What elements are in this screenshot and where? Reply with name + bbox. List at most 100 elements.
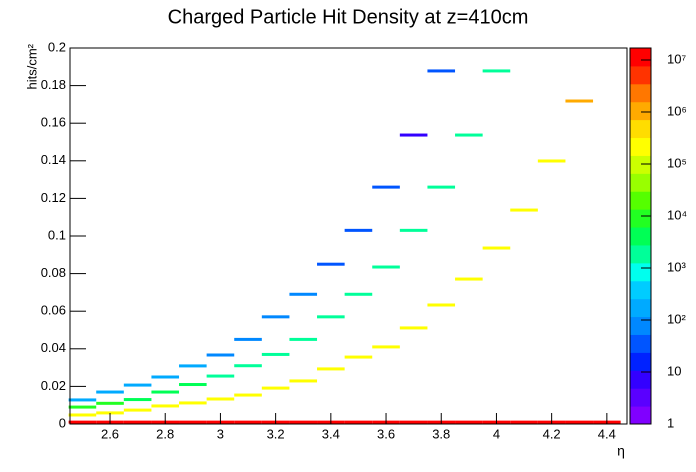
y-tick-label: 0.04 bbox=[41, 340, 66, 355]
cell bbox=[317, 367, 345, 371]
color-band bbox=[630, 370, 651, 389]
color-band bbox=[630, 137, 651, 156]
color-band bbox=[630, 155, 651, 174]
cell bbox=[179, 401, 207, 405]
y-tick-label: 0.02 bbox=[41, 378, 66, 393]
chart-title: Charged Particle Hit Density at z=410cm bbox=[168, 6, 529, 28]
cell bbox=[372, 345, 400, 349]
cell bbox=[510, 208, 538, 212]
cell bbox=[565, 420, 594, 424]
cell bbox=[372, 265, 400, 269]
color-band bbox=[630, 406, 651, 425]
cell bbox=[344, 228, 373, 232]
z-tick-label: 10² bbox=[667, 311, 686, 326]
color-band bbox=[630, 334, 651, 353]
color-band bbox=[630, 173, 651, 192]
color-band bbox=[630, 65, 651, 85]
color-bar-frame bbox=[629, 47, 652, 425]
cell bbox=[68, 405, 97, 409]
color-band bbox=[630, 209, 651, 228]
cell bbox=[537, 159, 566, 163]
y-tick-label: 0 bbox=[59, 415, 66, 430]
cell bbox=[261, 386, 290, 390]
cell bbox=[427, 69, 456, 73]
cell bbox=[261, 352, 290, 356]
cell bbox=[179, 364, 207, 368]
cell bbox=[317, 262, 345, 266]
x-tick-label: 2.8 bbox=[156, 426, 174, 441]
x-tick-label: 4.2 bbox=[543, 426, 561, 441]
cell bbox=[455, 133, 483, 137]
cell bbox=[344, 355, 373, 359]
cell bbox=[96, 411, 124, 415]
color-band bbox=[630, 316, 651, 335]
y-tick-label: 0.06 bbox=[41, 303, 66, 318]
z-tick-label: 10⁷ bbox=[667, 51, 686, 66]
cell bbox=[455, 277, 483, 281]
cell bbox=[123, 398, 152, 402]
color-band bbox=[630, 191, 651, 210]
cell bbox=[372, 185, 400, 189]
x-tick-label: 2.6 bbox=[101, 426, 119, 441]
y-tick-label: 0.1 bbox=[48, 227, 66, 242]
x-tick-label: 4 bbox=[493, 426, 500, 441]
cell bbox=[399, 228, 428, 232]
x-tick-label: 4.4 bbox=[598, 426, 616, 441]
cell bbox=[565, 99, 594, 103]
color-band bbox=[630, 83, 651, 103]
color-band bbox=[630, 227, 651, 246]
x-tick-label: 3 bbox=[217, 426, 224, 441]
color-band bbox=[630, 244, 651, 264]
color-band bbox=[630, 119, 651, 139]
cell bbox=[234, 364, 262, 368]
cell bbox=[344, 292, 373, 296]
cell bbox=[123, 383, 152, 387]
z-tick-label: 1 bbox=[667, 415, 674, 430]
cell bbox=[151, 404, 180, 408]
x-tick-label: 3.6 bbox=[377, 426, 395, 441]
cell bbox=[399, 133, 428, 137]
cell bbox=[123, 420, 152, 424]
z-tick-label: 10⁶ bbox=[667, 103, 687, 118]
y-tick-label: 0.12 bbox=[41, 190, 66, 205]
cell bbox=[289, 292, 318, 296]
y-axis-label: hits/cm² bbox=[24, 43, 39, 89]
cell bbox=[68, 413, 97, 417]
z-tick-label: 10 bbox=[667, 363, 681, 378]
color-band bbox=[630, 262, 651, 282]
cell bbox=[317, 315, 345, 319]
cell bbox=[427, 185, 456, 189]
z-tick-label: 10⁴ bbox=[667, 207, 687, 222]
cell bbox=[261, 315, 290, 319]
y-tick-label: 0.16 bbox=[41, 115, 66, 130]
cell bbox=[399, 326, 428, 330]
cell bbox=[344, 420, 373, 424]
cell bbox=[68, 398, 97, 402]
x-tick-label: 3.2 bbox=[267, 426, 285, 441]
x-tick-label: 3.4 bbox=[322, 426, 340, 441]
cell bbox=[151, 375, 180, 379]
cell bbox=[482, 69, 511, 73]
cell bbox=[510, 420, 538, 424]
color-band bbox=[630, 388, 651, 407]
cell bbox=[289, 379, 318, 383]
cell bbox=[96, 390, 124, 394]
y-tick-label: 0.2 bbox=[48, 39, 66, 54]
z-tick-label: 10⁵ bbox=[667, 155, 687, 170]
cell bbox=[289, 420, 318, 424]
y-tick-label: 0.14 bbox=[41, 152, 66, 167]
cell bbox=[68, 420, 97, 424]
x-tick-label: 3.8 bbox=[432, 426, 450, 441]
z-tick-label: 10³ bbox=[667, 259, 686, 274]
color-band bbox=[630, 298, 651, 318]
cell bbox=[151, 390, 180, 394]
color-band bbox=[630, 48, 651, 67]
color-band bbox=[630, 352, 651, 371]
cell bbox=[96, 401, 124, 405]
cell bbox=[179, 383, 207, 387]
cell bbox=[399, 420, 428, 424]
y-tick-label: 0.18 bbox=[41, 77, 66, 92]
cell bbox=[234, 393, 262, 397]
